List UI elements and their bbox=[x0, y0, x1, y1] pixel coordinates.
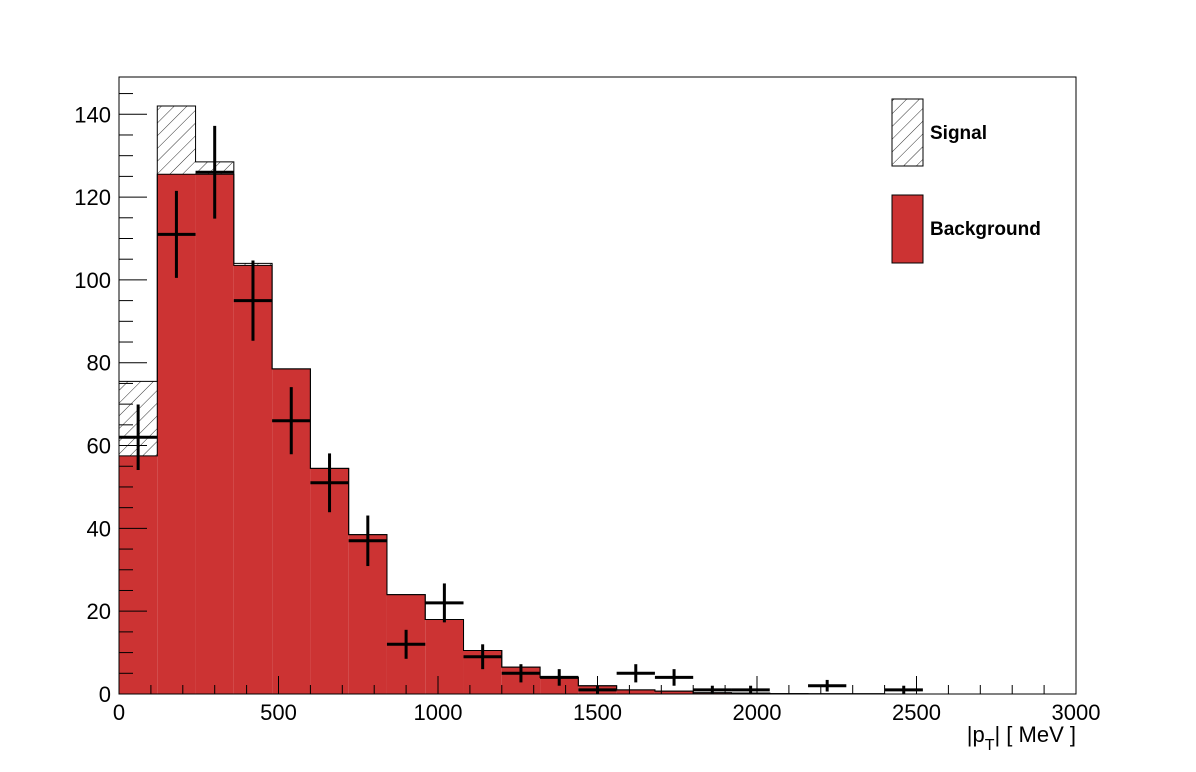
data-point-3 bbox=[233, 260, 273, 341]
data-point-1 bbox=[157, 190, 196, 278]
data-point-2 bbox=[195, 125, 234, 219]
data-point-7 bbox=[386, 629, 426, 659]
x-tick-label: 0 bbox=[113, 700, 125, 725]
data-point-11 bbox=[540, 669, 579, 686]
x-tick-label: 2500 bbox=[892, 700, 941, 725]
background-bar-0 bbox=[119, 455, 158, 694]
x-axis-title-tail: | [ MeV ] bbox=[994, 722, 1076, 747]
y-tick-label: 100 bbox=[74, 268, 111, 293]
y-tick-label: 120 bbox=[74, 185, 111, 210]
axes-layer: 0 500 1000 1500 2000 2500 3000 0 20 40 60 80 100 120 1… bbox=[74, 76, 1101, 754]
x-tick-label: 2000 bbox=[733, 700, 782, 725]
histogram-layer bbox=[118, 105, 1076, 695]
legend: Signal Background bbox=[891, 98, 1041, 264]
data-point-17 bbox=[808, 679, 847, 692]
legend-entry-signal: Signal bbox=[891, 98, 987, 167]
data-point-8 bbox=[425, 583, 464, 623]
legend-swatch-signal bbox=[891, 98, 924, 167]
signal-bar-1 bbox=[157, 105, 196, 175]
x-tick-label: 500 bbox=[260, 700, 297, 725]
background-bar-2 bbox=[195, 174, 234, 695]
y-tick-label: 20 bbox=[87, 599, 111, 624]
data-point-13 bbox=[616, 664, 655, 683]
x-axis-title: |pT| [ MeV ] bbox=[967, 722, 1076, 754]
data-point-5 bbox=[310, 453, 349, 513]
x-tick-label: 1500 bbox=[573, 700, 622, 725]
y-tick-label: 0 bbox=[99, 682, 111, 707]
y-tick-label: 40 bbox=[87, 516, 111, 541]
x-axis-title-sub: T bbox=[985, 737, 995, 754]
data-point-6 bbox=[348, 515, 387, 567]
legend-swatch-background bbox=[891, 194, 924, 264]
data-point-16 bbox=[731, 685, 770, 694]
data-point-14 bbox=[654, 669, 694, 686]
background-bar-14 bbox=[654, 691, 694, 694]
legend-label-signal: Signal bbox=[930, 123, 987, 144]
legend-label-background: Background bbox=[930, 219, 1041, 240]
data-point-9 bbox=[463, 644, 502, 670]
data-point-10 bbox=[501, 664, 541, 683]
y-tick-label: 60 bbox=[87, 434, 111, 459]
y-tick-label: 80 bbox=[87, 351, 111, 376]
legend-entry-background: Background bbox=[891, 194, 1041, 264]
x-tick-label: 3000 bbox=[1052, 700, 1101, 725]
data-point-0 bbox=[119, 404, 158, 470]
y-tick-label: 140 bbox=[74, 102, 111, 127]
background-bar-13 bbox=[616, 689, 655, 694]
x-tick-label: 1000 bbox=[414, 700, 463, 725]
x-axis-title-main: |p bbox=[967, 722, 985, 747]
data-point-4 bbox=[272, 387, 311, 455]
background-bar-8 bbox=[425, 619, 464, 694]
data-point-18 bbox=[884, 685, 923, 694]
